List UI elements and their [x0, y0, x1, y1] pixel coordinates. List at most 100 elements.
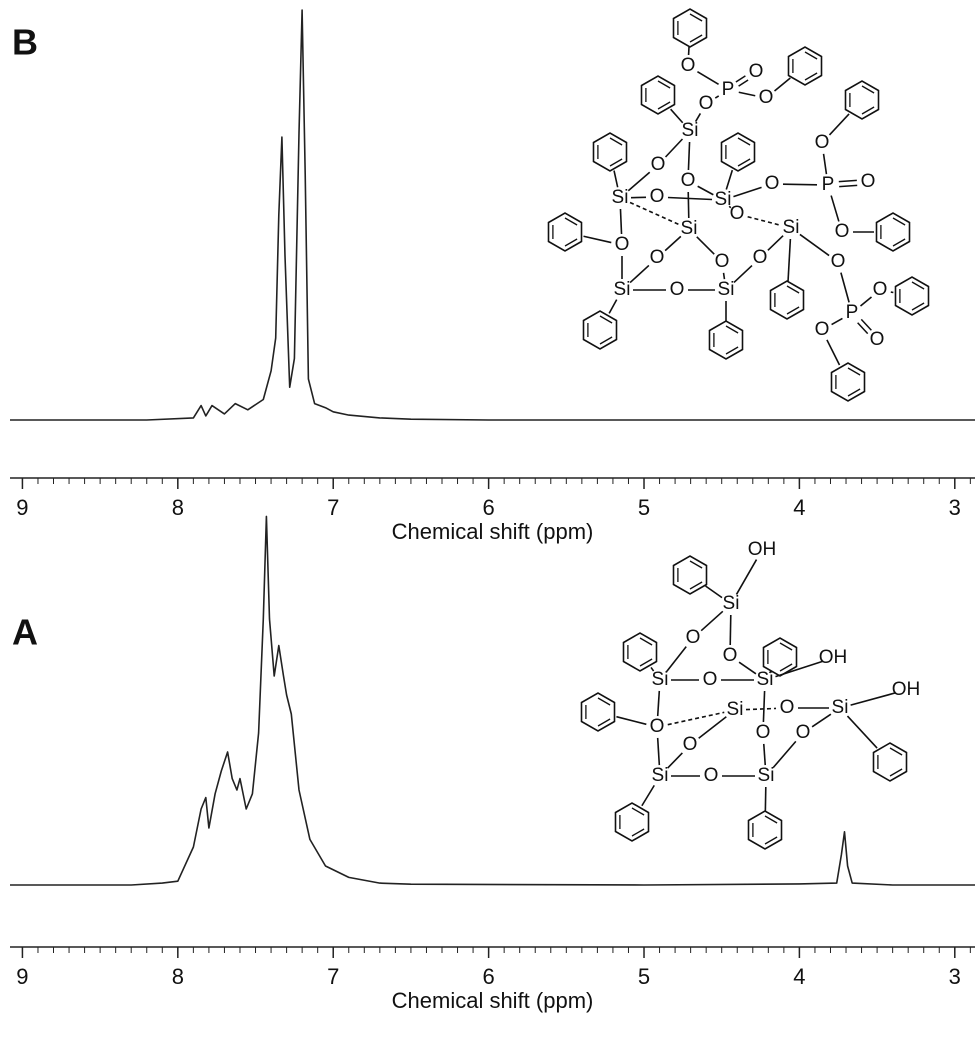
bond [664, 235, 682, 252]
bond [859, 296, 873, 307]
atom-label: O [650, 247, 665, 268]
atom-label: Si [757, 669, 774, 690]
atom-label: O [650, 186, 665, 207]
ring-double-bond [597, 718, 611, 727]
bond [700, 610, 724, 632]
x-tick-label: 3 [949, 964, 961, 989]
atom-label: O [683, 734, 698, 755]
x-axis-label: Chemical shift (ppm) [392, 519, 594, 544]
phenyl-ring [844, 80, 880, 120]
ring-double-bond [689, 581, 703, 590]
ring-double-bond [564, 217, 578, 226]
double-bond [738, 79, 749, 87]
phenyl-ring [769, 280, 805, 320]
atom-label: Si [614, 279, 631, 300]
atom-label: Si [727, 699, 744, 720]
ring-double-bond [725, 346, 739, 355]
atom-label: Si [832, 697, 849, 718]
bond [738, 91, 756, 97]
atom-label: O [723, 645, 738, 666]
atom-label: O [780, 697, 795, 718]
ring-double-bond [597, 697, 611, 706]
ring-double-bond [911, 281, 925, 290]
bond [767, 235, 784, 251]
x-tick-label: 8 [172, 964, 184, 989]
atom-label: O [681, 170, 696, 191]
bond [728, 205, 732, 209]
phenyl-ring [872, 742, 908, 782]
bond [666, 646, 687, 672]
x-tick-label: 7 [327, 495, 339, 520]
x-axis-label: Chemical shift (ppm) [392, 988, 594, 1013]
phenyl-ring [762, 637, 798, 677]
bond [705, 585, 723, 599]
atom-label: P [822, 174, 835, 195]
double-bond [838, 179, 857, 183]
bond [787, 238, 792, 282]
phenyl-ring [614, 802, 650, 842]
phenyl-ring [787, 46, 823, 86]
atom-label: O [699, 93, 714, 114]
bond [697, 185, 714, 196]
double-bond [735, 75, 746, 83]
bond [799, 233, 830, 257]
bond [840, 272, 850, 303]
bond [698, 716, 727, 739]
bond [850, 692, 896, 706]
ring-double-bond [689, 13, 703, 22]
ring-double-bond [861, 85, 875, 94]
ring-double-bond [599, 315, 613, 324]
ring-double-bond [737, 137, 751, 146]
atom-label: P [722, 79, 735, 100]
bond [762, 690, 766, 723]
ring-double-bond [911, 302, 925, 311]
bond [629, 264, 650, 284]
x-tick-label: 6 [482, 964, 494, 989]
x-tick-label: 6 [482, 495, 494, 520]
atom-label: OH [819, 647, 848, 668]
ring-double-bond [892, 217, 906, 226]
atom-label: Si [723, 593, 740, 614]
atom-label: Si [718, 279, 735, 300]
atom-label: Si [612, 187, 629, 208]
x-tick-label: 4 [793, 495, 805, 520]
bond [619, 208, 623, 235]
bond [694, 113, 702, 122]
ring-double-bond [779, 663, 793, 672]
atom-label: O [704, 765, 719, 786]
phenyl-ring [640, 75, 676, 115]
ring-double-bond [631, 828, 645, 837]
atom-label: O [765, 173, 780, 194]
ring-double-bond [889, 747, 903, 756]
atom-label: O [670, 279, 685, 300]
bond [687, 191, 690, 219]
bond [762, 743, 767, 766]
atom-label: P [846, 302, 859, 323]
atom-label: O [686, 627, 701, 648]
phenyl-ring [672, 555, 708, 595]
ring-double-bond [689, 34, 703, 43]
phenyl-ring [720, 132, 756, 172]
bond [828, 113, 850, 136]
bond [608, 299, 618, 314]
bond [729, 614, 732, 646]
bond [733, 264, 753, 284]
ring-double-bond [847, 367, 861, 376]
spectrum-line [10, 515, 975, 886]
atom-label: O [873, 279, 888, 300]
ring-double-bond [786, 306, 800, 315]
atom-label: Si [652, 765, 669, 786]
double-bond [860, 318, 872, 331]
bond [667, 752, 683, 769]
bond [656, 737, 661, 766]
phenyl-ring [894, 276, 930, 316]
bond [583, 235, 612, 244]
atom-label: Si [715, 189, 732, 210]
phenyl-ring [708, 320, 744, 360]
panel-label: A [12, 612, 38, 653]
atom-label: O [831, 251, 846, 272]
bond [650, 666, 655, 672]
x-tick-label: 4 [793, 964, 805, 989]
bond [772, 740, 797, 769]
